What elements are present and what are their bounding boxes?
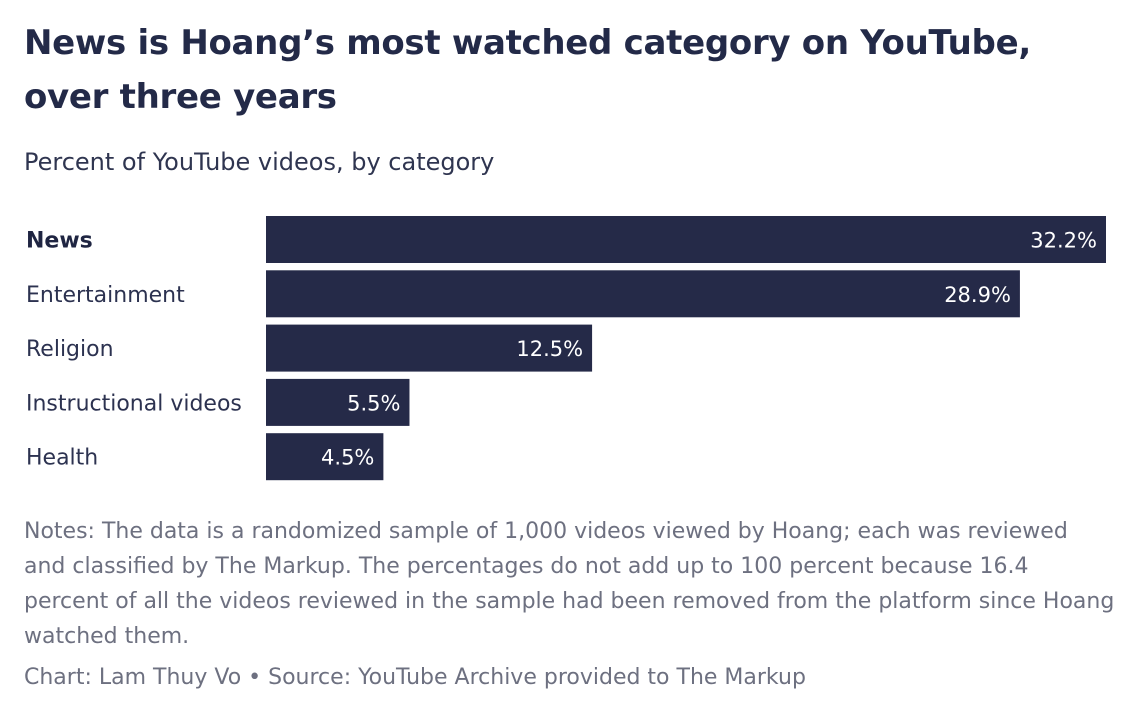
bar: [266, 433, 384, 481]
bar-chart: News 32.2% Entertainment 28.9% Religion 12.5%…: [26, 216, 1106, 481]
bar-value-label: 12.5%: [516, 337, 583, 361]
bar-value-label: 32.2%: [1030, 229, 1097, 253]
bar-value-label: 4.5%: [321, 446, 374, 470]
category-label: Instructional videos: [26, 391, 242, 416]
bar: [266, 324, 593, 372]
category-label: Entertainment: [26, 283, 185, 308]
chart-title: News is Hoang’s most watched category on…: [24, 23, 1031, 117]
bar: [266, 270, 1020, 318]
category-label: Health: [26, 446, 98, 471]
category-label: Religion: [26, 337, 114, 362]
chart-credit: Chart: Lam Thuy Vo • Source: YouTube Arc…: [24, 665, 806, 690]
bar: [266, 378, 410, 426]
bar-value-label: 5.5%: [347, 391, 400, 415]
chart-notes: Notes: The data is a randomized sample o…: [24, 519, 1115, 649]
category-label: News: [26, 229, 93, 254]
chart-subtitle: Percent of YouTube videos, by category: [24, 148, 495, 176]
bar-value-label: 28.9%: [944, 283, 1011, 307]
bar: [266, 216, 1106, 263]
